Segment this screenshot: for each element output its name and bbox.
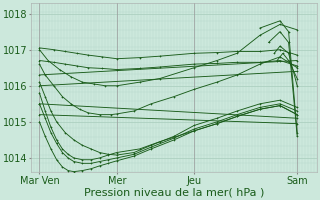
X-axis label: Pression niveau de la mer( hPa ): Pression niveau de la mer( hPa ) — [84, 187, 264, 197]
